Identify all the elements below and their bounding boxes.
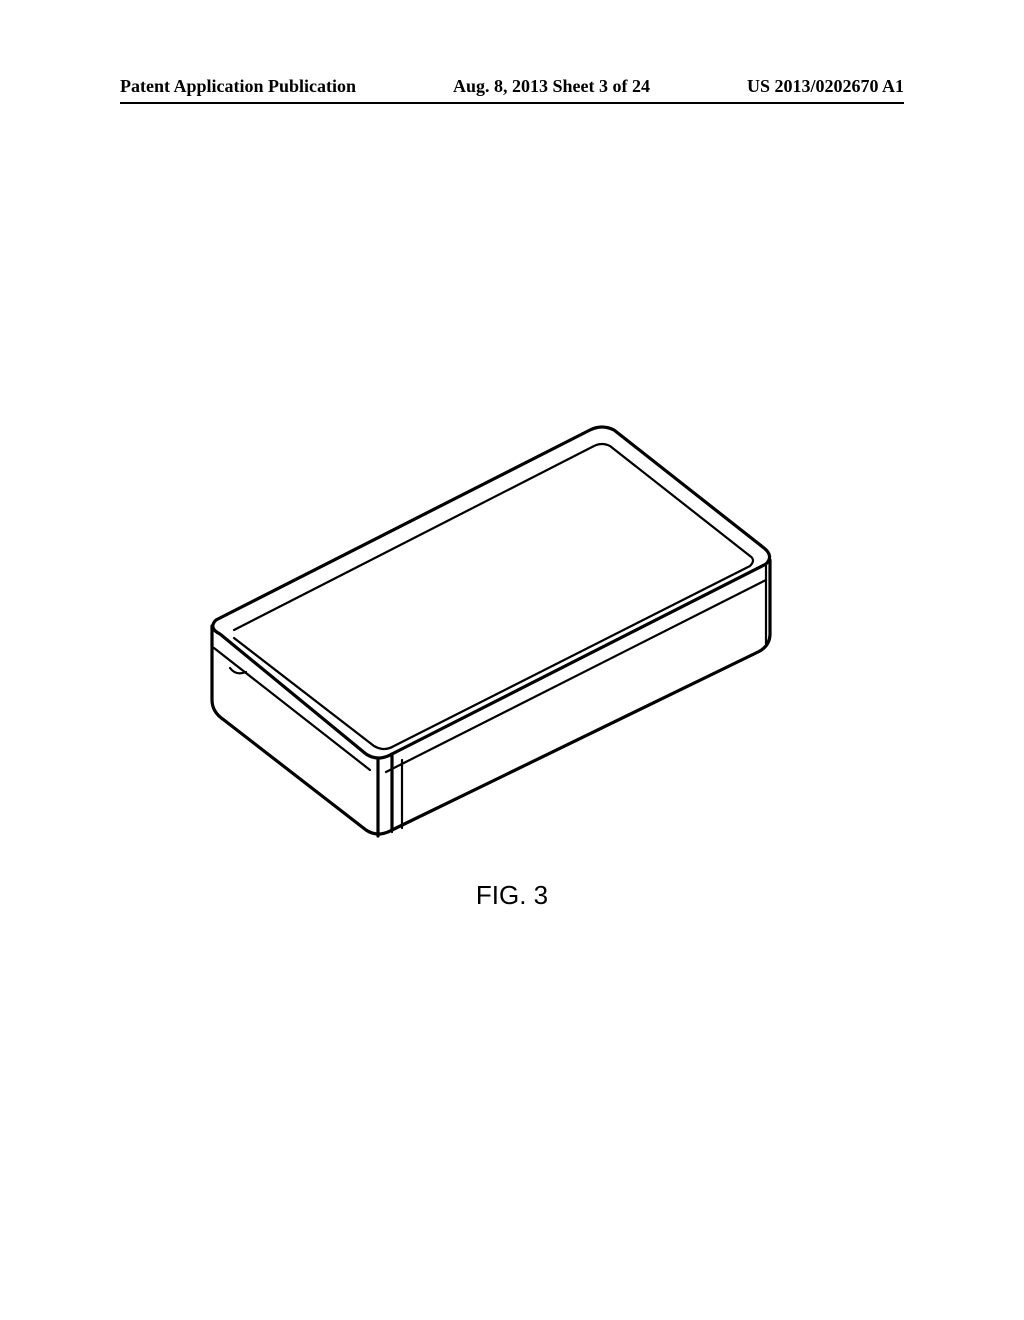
patent-page: Patent Application Publication Aug. 8, 2… xyxy=(0,0,1024,1320)
figure-drawing xyxy=(170,400,790,860)
figure-label: FIG. 3 xyxy=(0,880,1024,911)
header-left: Patent Application Publication xyxy=(120,76,356,97)
page-header: Patent Application Publication Aug. 8, 2… xyxy=(0,76,1024,97)
header-center: Aug. 8, 2013 Sheet 3 of 24 xyxy=(453,76,650,97)
header-rule xyxy=(120,102,904,104)
header-right: US 2013/0202670 A1 xyxy=(747,76,904,97)
